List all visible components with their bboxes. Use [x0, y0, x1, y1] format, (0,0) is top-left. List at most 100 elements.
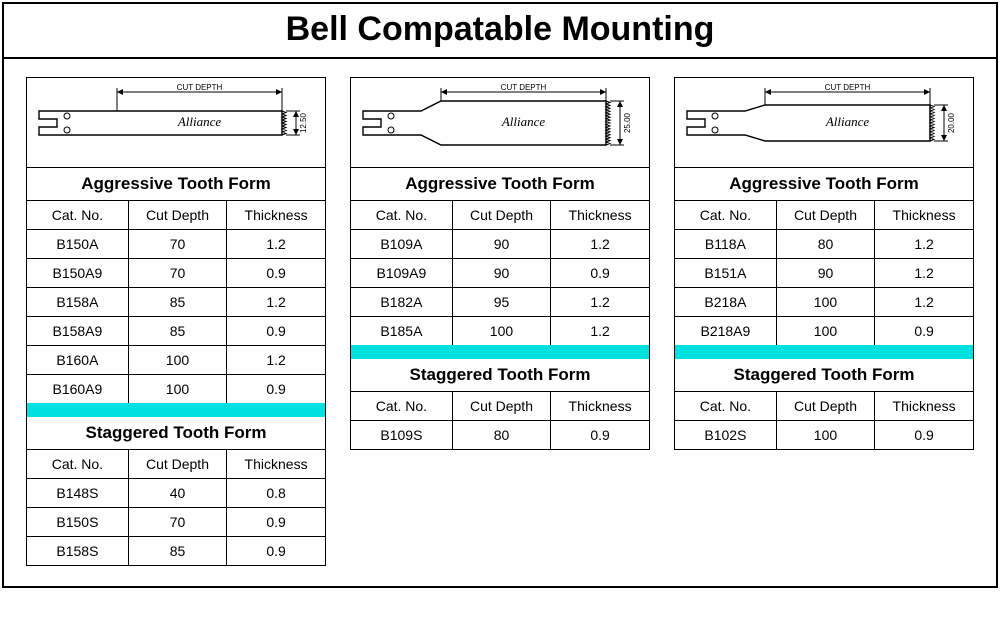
spec-table: Cat. No. Cut Depth Thickness B148S 40 0.… [27, 450, 325, 565]
col-header-thk: Thickness [551, 201, 649, 230]
table-row: B102S 100 0.9 [675, 421, 973, 450]
cell-cut: 70 [128, 259, 226, 288]
cell-cat: B150A [27, 230, 128, 259]
spec-table: Cat. No. Cut Depth Thickness B109S 80 0.… [351, 392, 649, 449]
cell-cut: 90 [776, 259, 874, 288]
cell-cat: B150S [27, 508, 128, 537]
col-header-cut: Cut Depth [128, 201, 226, 230]
cell-cat: B150A9 [27, 259, 128, 288]
table-row: B218A9 100 0.9 [675, 317, 973, 346]
table-row: B218A 100 1.2 [675, 288, 973, 317]
cell-cat: B109A [351, 230, 452, 259]
svg-text:CUT DEPTH: CUT DEPTH [177, 83, 223, 92]
separator [675, 345, 973, 359]
col-header-thk: Thickness [875, 201, 973, 230]
cell-cat: B160A9 [27, 375, 128, 404]
svg-text:CUT DEPTH: CUT DEPTH [501, 83, 547, 92]
cell-cut: 100 [776, 421, 874, 450]
cell-cut: 85 [128, 537, 226, 566]
col-header-cat: Cat. No. [351, 201, 452, 230]
cell-cat: B109A9 [351, 259, 452, 288]
blade-diagram: CUT DEPTH Alliance 20.00 [675, 78, 973, 168]
col-header-cat: Cat. No. [351, 392, 452, 421]
svg-text:12.50: 12.50 [299, 112, 308, 133]
svg-text:25.00: 25.00 [623, 112, 632, 133]
table-row: B182A 95 1.2 [351, 288, 649, 317]
cell-thk: 0.9 [875, 317, 973, 346]
cell-thk: 1.2 [875, 288, 973, 317]
col-header-cat: Cat. No. [675, 392, 776, 421]
cell-cat: B160A [27, 346, 128, 375]
separator [27, 403, 325, 417]
table-row: B151A 90 1.2 [675, 259, 973, 288]
spec-table: Cat. No. Cut Depth Thickness B102S 100 0… [675, 392, 973, 449]
cell-cut: 85 [128, 317, 226, 346]
col-header-thk: Thickness [551, 392, 649, 421]
cell-cat: B158A [27, 288, 128, 317]
section-header-aggressive: Aggressive Tooth Form [351, 168, 649, 201]
cell-thk: 0.9 [227, 375, 325, 404]
cell-cut: 100 [452, 317, 550, 346]
table-row: B150A9 70 0.9 [27, 259, 325, 288]
table-row: B185A 100 1.2 [351, 317, 649, 346]
cell-thk: 1.2 [875, 230, 973, 259]
table-row: B150S 70 0.9 [27, 508, 325, 537]
blade-diagram: CUT DEPTH Alliance 12.50 [27, 78, 325, 168]
cell-cut: 95 [452, 288, 550, 317]
table-row: B109S 80 0.9 [351, 421, 649, 450]
cell-thk: 1.2 [227, 346, 325, 375]
cell-thk: 0.9 [551, 259, 649, 288]
cell-cat: B102S [675, 421, 776, 450]
spec-panel: CUT DEPTH Alliance 20.00 Aggressive Toot… [674, 77, 974, 450]
cell-cut: 85 [128, 288, 226, 317]
document-frame: Bell Compatable Mounting CUT DEPTH Allia… [2, 2, 998, 588]
diagram-cell: CUT DEPTH Alliance 20.00 [675, 78, 973, 168]
svg-text:Alliance: Alliance [177, 114, 222, 129]
col-header-cat: Cat. No. [27, 450, 128, 479]
cell-cat: B151A [675, 259, 776, 288]
svg-text:CUT DEPTH: CUT DEPTH [825, 83, 871, 92]
panels-container: CUT DEPTH Alliance 12.50 Aggressive Toot… [4, 59, 996, 586]
cell-thk: 0.9 [551, 421, 649, 450]
cell-thk: 1.2 [551, 230, 649, 259]
cell-thk: 0.9 [227, 317, 325, 346]
cell-cat: B185A [351, 317, 452, 346]
spec-panel: CUT DEPTH Alliance 12.50 Aggressive Toot… [26, 77, 326, 566]
diagram-cell: CUT DEPTH Alliance 25.00 [351, 78, 649, 168]
col-header-thk: Thickness [227, 201, 325, 230]
table-row: B150A 70 1.2 [27, 230, 325, 259]
col-header-cut: Cut Depth [452, 392, 550, 421]
svg-text:Alliance: Alliance [825, 114, 870, 129]
cell-cat: B218A [675, 288, 776, 317]
cell-cut: 90 [452, 230, 550, 259]
cell-cat: B182A [351, 288, 452, 317]
cell-thk: 1.2 [227, 288, 325, 317]
col-header-cat: Cat. No. [27, 201, 128, 230]
svg-text:20.00: 20.00 [947, 112, 956, 133]
table-row: B109A 90 1.2 [351, 230, 649, 259]
cell-cut: 100 [776, 317, 874, 346]
cell-cat: B158A9 [27, 317, 128, 346]
cell-cut: 90 [452, 259, 550, 288]
svg-text:Alliance: Alliance [501, 114, 546, 129]
section-header-staggered: Staggered Tooth Form [351, 359, 649, 392]
spec-panel: CUT DEPTH Alliance 25.00 Aggressive Toot… [350, 77, 650, 450]
cell-cut: 70 [128, 230, 226, 259]
separator [351, 345, 649, 359]
cell-cut: 100 [776, 288, 874, 317]
cell-thk: 0.9 [227, 259, 325, 288]
table-row: B148S 40 0.8 [27, 479, 325, 508]
cell-cat: B118A [675, 230, 776, 259]
cell-thk: 0.8 [227, 479, 325, 508]
col-header-cut: Cut Depth [128, 450, 226, 479]
spec-table: Cat. No. Cut Depth Thickness B109A 90 1.… [351, 201, 649, 345]
cell-cut: 70 [128, 508, 226, 537]
table-row: B118A 80 1.2 [675, 230, 973, 259]
table-row: B160A9 100 0.9 [27, 375, 325, 404]
cell-thk: 1.2 [551, 288, 649, 317]
col-header-cut: Cut Depth [776, 392, 874, 421]
cell-cut: 100 [128, 346, 226, 375]
cell-cat: B158S [27, 537, 128, 566]
cell-thk: 0.9 [227, 508, 325, 537]
section-header-aggressive: Aggressive Tooth Form [27, 168, 325, 201]
